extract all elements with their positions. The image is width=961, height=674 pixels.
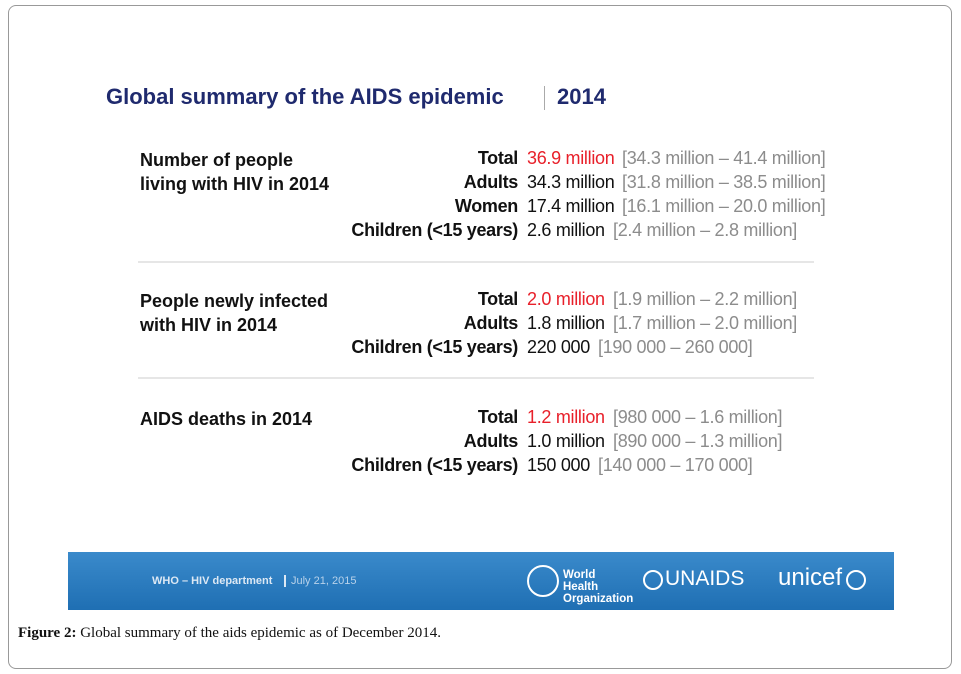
section-divider — [138, 377, 814, 379]
row-range: [16.1 million – 20.0 million] — [622, 196, 826, 216]
row-label: Adults — [463, 172, 519, 192]
caption-text: Global summary of the aids epidemic as o… — [80, 625, 441, 641]
section-divider — [138, 261, 814, 263]
row-range: [980 000 – 1.6 million] — [613, 407, 783, 427]
figure-caption: Figure 2: Global summary of the aids epi… — [18, 625, 441, 642]
row-label: Children (<15 years) — [351, 455, 518, 475]
row-label: Children (<15 years) — [351, 337, 518, 357]
footer-bar — [68, 552, 894, 610]
row-range: [34.3 million – 41.4 million] — [622, 148, 826, 168]
row-value: 1.2 million — [527, 407, 605, 427]
slide-title-year: 2014 — [557, 84, 606, 109]
figure-frame — [8, 5, 952, 669]
unicef-emblem — [846, 570, 866, 590]
row-range: [31.8 million – 38.5 million] — [622, 172, 826, 192]
row-label: Total — [477, 148, 518, 168]
row-value: 2.0 million — [527, 289, 605, 309]
row-value: 17.4 million — [527, 196, 615, 216]
row-range: [890 000 – 1.3 million] — [613, 431, 783, 451]
row-value: 36.9 million — [527, 148, 615, 168]
section-label: AIDS deaths in 2014 — [140, 409, 313, 429]
row-range: [2.4 million – 2.8 million] — [613, 220, 797, 240]
row-value: 150 000 — [527, 455, 590, 475]
row-value: 2.6 million — [527, 220, 605, 240]
who-logo: World Health Organization — [563, 569, 634, 605]
section-label: People newly infected with HIV in 2014 — [140, 291, 329, 335]
unaids-logo: UNAIDS — [665, 567, 745, 590]
slide-title: Global summary of the AIDS epidemic — [106, 84, 504, 109]
row-label: Total — [477, 407, 518, 427]
section-label: Number of people living with HIV in 2014 — [140, 150, 330, 194]
row-label: Adults — [463, 313, 519, 333]
footer-separator — [284, 575, 286, 587]
row-range: [190 000 – 260 000] — [598, 337, 753, 357]
row-value: 34.3 million — [527, 172, 615, 192]
row-label: Children (<15 years) — [351, 220, 518, 240]
row-label: Women — [454, 196, 518, 216]
row-value: 1.0 million — [527, 431, 605, 451]
footer-date: July 21, 2015 — [291, 575, 357, 587]
unicef-logo: unicef — [778, 564, 843, 591]
row-label: Total — [477, 289, 518, 309]
row-range: [1.7 million – 2.0 million] — [613, 313, 797, 333]
row-range: [1.9 million – 2.2 million] — [613, 289, 797, 309]
row-range: [140 000 – 170 000] — [598, 455, 753, 475]
row-value: 1.8 million — [527, 313, 605, 333]
row-label: Adults — [463, 431, 519, 451]
row-value: 220 000 — [527, 337, 590, 357]
footer-department: WHO – HIV department — [152, 575, 273, 587]
who-emblem — [527, 565, 559, 597]
caption-label: Figure 2: — [18, 625, 77, 641]
title-separator — [544, 86, 545, 110]
unaids-emblem — [643, 570, 663, 590]
